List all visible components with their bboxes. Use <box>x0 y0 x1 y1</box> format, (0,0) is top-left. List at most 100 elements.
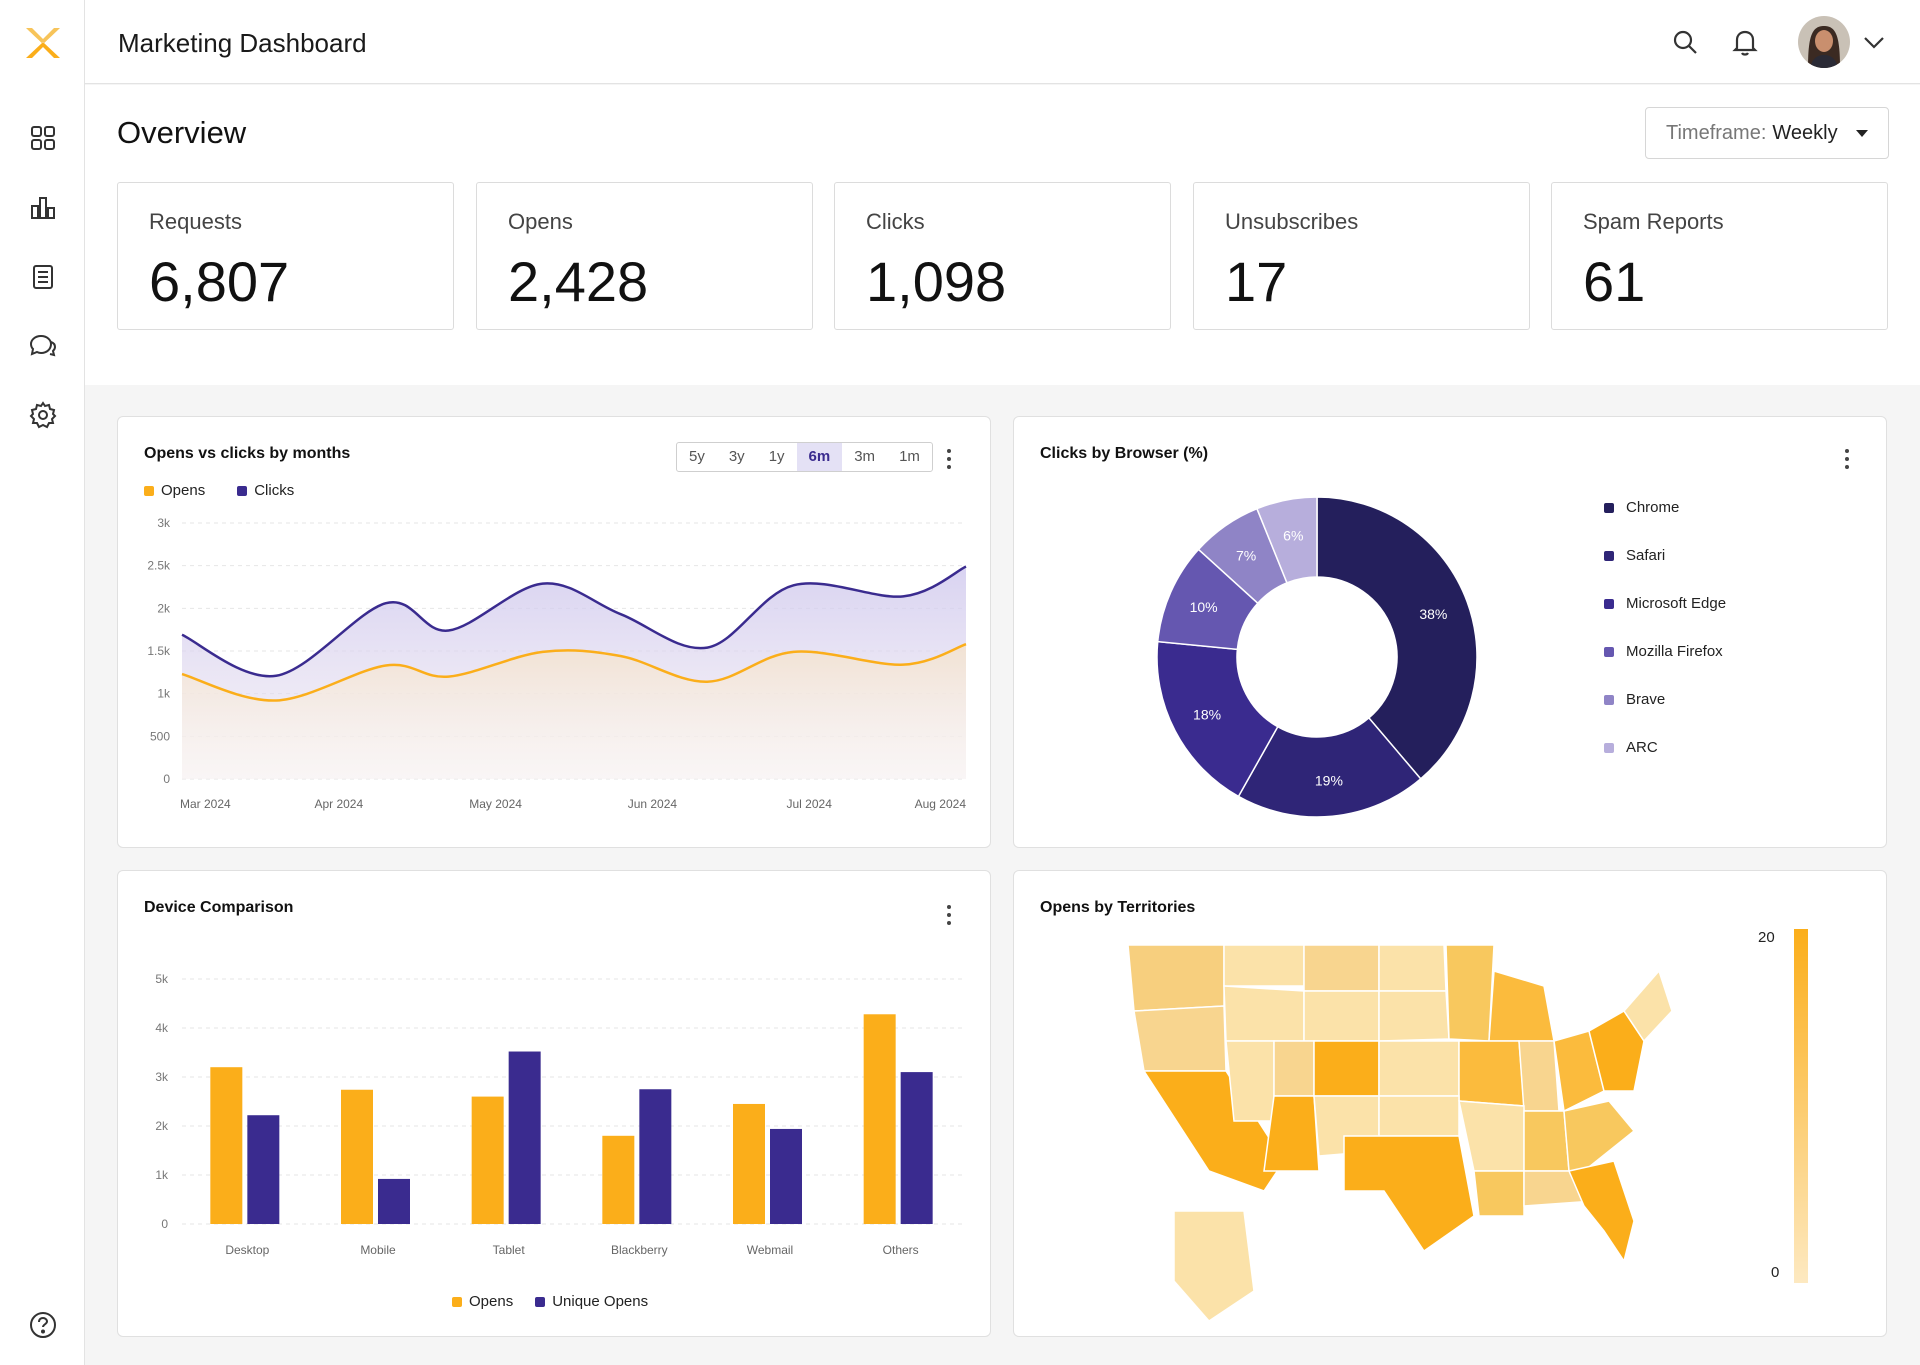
x-tick-label: Mobile <box>360 1243 396 1257</box>
chevron-down-icon[interactable] <box>1856 24 1892 60</box>
kpi-card-unsubscribes: Unsubscribes 17 <box>1193 182 1530 330</box>
help-icon[interactable] <box>26 1308 60 1342</box>
slice-label: 7% <box>1236 547 1256 563</box>
timeframe-label: Timeframe: <box>1666 121 1767 144</box>
tab-3m[interactable]: 3m <box>854 448 876 465</box>
more-options-icon[interactable] <box>1837 444 1857 474</box>
x-tick-label: Jul 2024 <box>787 797 833 811</box>
x-tick-label: May 2024 <box>469 797 522 811</box>
tab-1y[interactable]: 1y <box>768 448 785 465</box>
top-bar: Marketing Dashboard <box>85 0 1920 84</box>
more-options-icon[interactable] <box>939 900 959 930</box>
scale-min-label: 0 <box>1771 1264 1780 1281</box>
brand-logo[interactable] <box>24 24 62 62</box>
legend-item: Microsoft Edge <box>1604 595 1726 612</box>
donut-slice <box>1237 716 1422 818</box>
legend-label: Mozilla Firefox <box>1626 643 1723 660</box>
tab-5y[interactable]: 5y <box>689 448 705 465</box>
y-tick-label: 1k <box>157 687 171 701</box>
opens-area <box>182 644 966 779</box>
legend-item: Brave <box>1604 691 1665 708</box>
bell-icon[interactable] <box>1727 24 1763 60</box>
kpi-label: Clicks <box>866 209 925 234</box>
kpi-label: Unsubscribes <box>1225 209 1359 234</box>
y-tick-label: 1.5k <box>147 644 171 658</box>
y-tick-label: 2k <box>157 601 171 615</box>
legend-label: ARC <box>1626 739 1658 756</box>
kpi-label: Opens <box>508 209 573 234</box>
document-icon[interactable] <box>26 260 60 294</box>
kpi-value: 1,098 <box>866 250 1007 313</box>
slice-label: 19% <box>1315 772 1343 788</box>
tab-1m[interactable]: 1m <box>899 448 920 465</box>
page-title: Overview <box>117 115 247 150</box>
bar <box>639 1089 672 1224</box>
kpi-value: 2,428 <box>508 250 649 313</box>
legend-swatch <box>1604 742 1614 753</box>
card-title: Device Comparison <box>144 899 294 916</box>
browser-card: Clicks by Browser (%) 38% 19% 18% 10% 7% 6% C… <box>1013 416 1887 848</box>
x-tick-label: Webmail <box>747 1243 793 1257</box>
timeframe-value: Weekly <box>1772 121 1838 144</box>
color-scale <box>1794 929 1808 1283</box>
caret-down-icon <box>1856 130 1868 137</box>
bar <box>378 1178 410 1224</box>
slice-label: 38% <box>1419 606 1447 622</box>
legend-label: Unique Opens <box>552 1293 649 1310</box>
legend-item: Safari <box>1604 547 1665 564</box>
legend-label: Opens <box>469 1293 514 1310</box>
search-icon[interactable] <box>1667 24 1703 60</box>
x-tick-label: Mar 2024 <box>180 797 231 811</box>
donut-slice <box>1316 496 1478 780</box>
x-tick-label: Tablet <box>493 1243 526 1257</box>
legend-swatch <box>144 485 154 496</box>
timeframe-dropdown[interactable]: Timeframe: Weekly <box>1645 107 1889 159</box>
card-title: Opens vs clicks by months <box>144 445 351 462</box>
map-card: Opens by Territories <box>1013 870 1887 1337</box>
kpi-card-requests: Requests 6,807 <box>117 182 454 330</box>
legend-swatch <box>237 485 248 496</box>
legend-swatch <box>1604 550 1614 561</box>
avatar[interactable] <box>1798 16 1850 68</box>
x-tick-label: Aug 2024 <box>915 797 967 811</box>
legend-swatch <box>1604 694 1614 705</box>
bar-chart-icon[interactable] <box>26 190 60 224</box>
card-title: Clicks by Browser (%) <box>1040 445 1209 462</box>
legend-swatch <box>535 1296 546 1307</box>
tab-3y[interactable]: 3y <box>728 448 745 465</box>
device-card: Device Comparison 0 1k 2k 3k 4k 5k Desktop Mobi… <box>117 870 991 1337</box>
us-map <box>1127 944 1673 1322</box>
x-tick-label: Blackberry <box>611 1243 668 1257</box>
kpi-label: Spam Reports <box>1583 209 1724 234</box>
bar <box>247 1115 280 1224</box>
slice-label: 6% <box>1283 527 1303 543</box>
tab-6m[interactable]: 6m <box>796 443 843 471</box>
legend-item: ARC <box>1604 739 1658 756</box>
donut-chart: 38% 19% 18% 10% 7% 6% <box>1156 496 1478 818</box>
bar <box>471 1096 504 1224</box>
kpi-card-clicks: Clicks 1,098 <box>834 182 1171 330</box>
more-options-icon[interactable] <box>939 444 959 474</box>
bar <box>770 1128 802 1224</box>
y-tick-label: 0 <box>163 772 170 786</box>
y-tick-label: 5k <box>155 972 169 986</box>
bar-legend: Opens Unique Opens <box>452 1293 648 1310</box>
legend-swatch <box>452 1296 462 1307</box>
clicks-line <box>181 565 967 678</box>
chat-icon[interactable] <box>26 329 60 363</box>
y-tick-label: 0 <box>161 1217 168 1231</box>
y-tick-label: 2.5k <box>147 559 171 573</box>
opens-line <box>181 642 967 702</box>
y-tick-label: 500 <box>150 729 170 743</box>
x-tick-label: Jun 2024 <box>628 797 678 811</box>
bar <box>900 1072 933 1224</box>
bar <box>863 1014 896 1224</box>
legend-item: Mozilla Firefox <box>1604 643 1723 660</box>
dashboard-icon[interactable] <box>26 121 60 155</box>
line-legend: Opens Clicks <box>144 482 294 499</box>
sidebar <box>0 0 85 1365</box>
y-tick-label: 4k <box>155 1021 169 1035</box>
gear-icon[interactable] <box>26 398 60 432</box>
legend-label: Microsoft Edge <box>1626 595 1727 612</box>
range-tabs: 5y 3y 1y 6m 3m 1m <box>676 442 933 472</box>
